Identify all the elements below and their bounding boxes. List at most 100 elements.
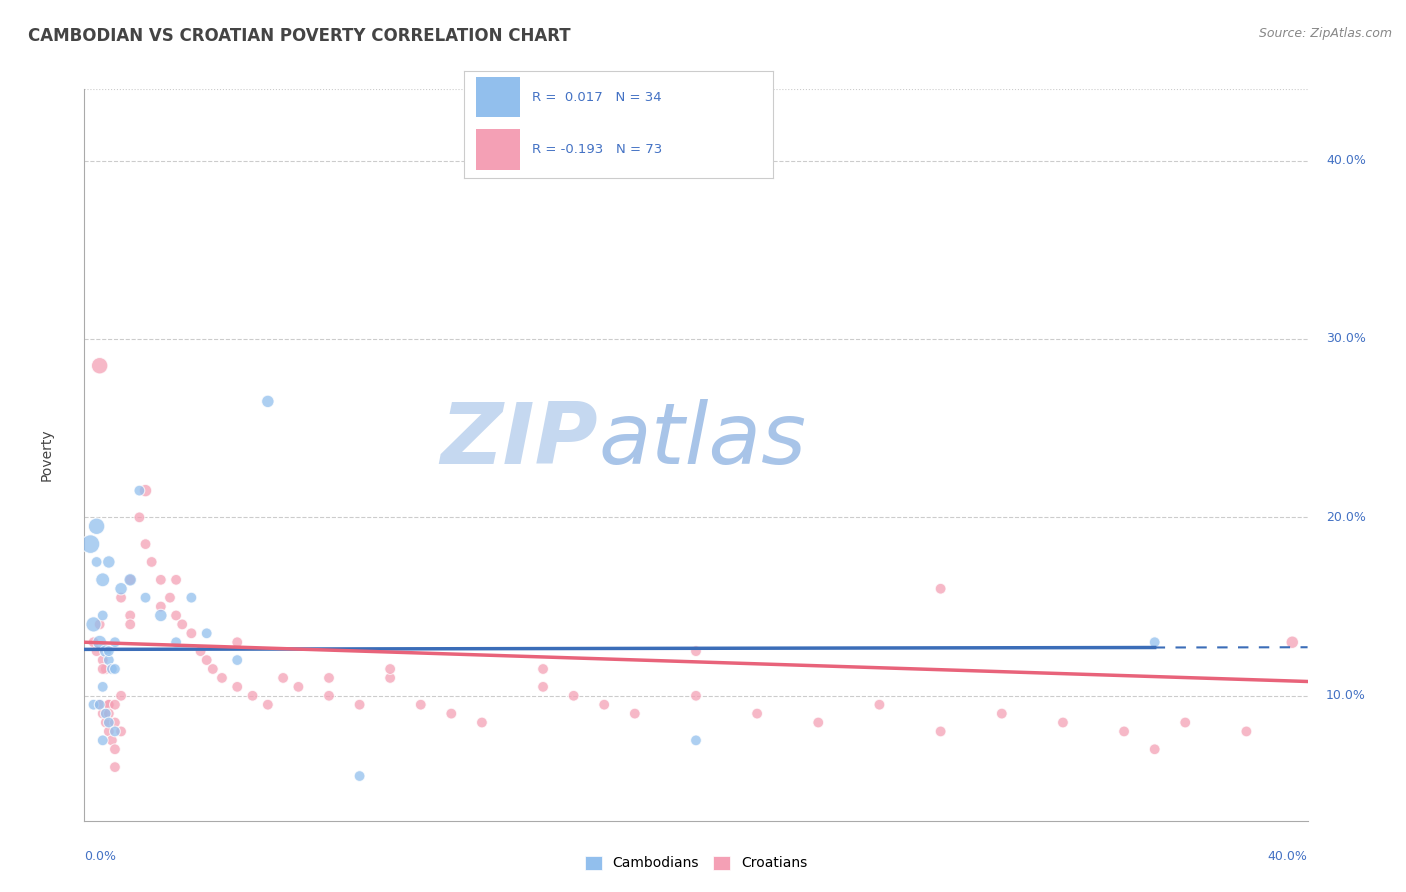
Point: [79, 537, 101, 551]
Text: 30.0%: 30.0%: [1326, 333, 1365, 345]
Point: [91, 608, 114, 623]
Point: [97, 698, 120, 712]
Point: [89, 635, 111, 649]
Point: [929, 582, 952, 596]
Text: R =  0.017   N = 34: R = 0.017 N = 34: [531, 91, 662, 103]
Point: [531, 680, 554, 694]
Point: [104, 715, 127, 730]
Point: [91, 662, 114, 676]
Point: [929, 724, 952, 739]
Point: [180, 591, 202, 605]
Point: [97, 555, 120, 569]
Point: [104, 760, 127, 774]
Point: [91, 653, 114, 667]
Point: [349, 769, 371, 783]
Point: [104, 698, 127, 712]
Point: [165, 608, 187, 623]
Point: [318, 689, 340, 703]
Point: [242, 689, 264, 703]
Point: [135, 483, 157, 498]
Text: CAMBODIAN VS CROATIAN POVERTY CORRELATION CHART: CAMBODIAN VS CROATIAN POVERTY CORRELATIO…: [28, 27, 571, 45]
Text: Poverty: Poverty: [39, 429, 53, 481]
Point: [149, 608, 172, 623]
Point: [89, 698, 111, 712]
Legend: Cambodians, Croatians: Cambodians, Croatians: [579, 850, 813, 876]
Point: [110, 591, 132, 605]
Point: [318, 671, 340, 685]
Point: [440, 706, 463, 721]
Point: [593, 698, 616, 712]
Point: [83, 698, 105, 712]
Point: [97, 653, 120, 667]
Point: [135, 537, 157, 551]
Point: [86, 555, 108, 569]
Point: [91, 573, 114, 587]
Point: [685, 733, 707, 747]
Point: [807, 715, 830, 730]
Point: [110, 689, 132, 703]
Point: [1281, 635, 1303, 649]
Bar: [477, 129, 520, 169]
Point: [190, 644, 212, 658]
Point: [195, 653, 218, 667]
Text: R = -0.193   N = 73: R = -0.193 N = 73: [531, 143, 662, 156]
Point: [287, 680, 309, 694]
Point: [624, 706, 647, 721]
Point: [1143, 742, 1166, 756]
Text: ZIP: ZIP: [440, 399, 598, 482]
Point: [172, 617, 194, 632]
Point: [685, 689, 707, 703]
Point: [104, 742, 127, 756]
Point: [91, 706, 114, 721]
Point: [120, 573, 142, 587]
Point: [94, 706, 117, 721]
Point: [128, 510, 150, 524]
Point: [149, 573, 172, 587]
Point: [869, 698, 891, 712]
Point: [409, 698, 432, 712]
Point: [110, 582, 132, 596]
Point: [94, 662, 117, 676]
Point: [104, 662, 127, 676]
Point: [101, 733, 124, 747]
Point: [104, 724, 127, 739]
Point: [1114, 724, 1136, 739]
Point: [165, 573, 187, 587]
Point: [226, 653, 249, 667]
Point: [226, 635, 249, 649]
Point: [141, 555, 163, 569]
Point: [120, 573, 142, 587]
Point: [471, 715, 494, 730]
Point: [257, 698, 280, 712]
Bar: [477, 77, 520, 118]
Point: [1052, 715, 1074, 730]
Point: [97, 724, 120, 739]
Point: [83, 635, 105, 649]
Point: [380, 662, 402, 676]
Point: [562, 689, 585, 703]
Point: [101, 662, 124, 676]
Point: [89, 617, 111, 632]
Point: [110, 724, 132, 739]
Point: [89, 698, 111, 712]
Point: [201, 662, 224, 676]
Point: [86, 644, 108, 658]
Point: [211, 671, 233, 685]
Point: [120, 608, 142, 623]
Text: 10.0%: 10.0%: [1326, 690, 1365, 702]
Point: [94, 644, 117, 658]
Point: [89, 359, 111, 373]
Point: [226, 680, 249, 694]
Point: [97, 644, 120, 658]
Point: [380, 671, 402, 685]
Point: [128, 483, 150, 498]
Text: 0.0%: 0.0%: [84, 850, 117, 863]
Point: [97, 698, 120, 712]
Point: [97, 715, 120, 730]
Point: [86, 519, 108, 533]
Text: 40.0%: 40.0%: [1268, 850, 1308, 863]
Point: [94, 715, 117, 730]
Point: [159, 591, 181, 605]
Point: [1234, 724, 1257, 739]
Point: [257, 394, 280, 409]
